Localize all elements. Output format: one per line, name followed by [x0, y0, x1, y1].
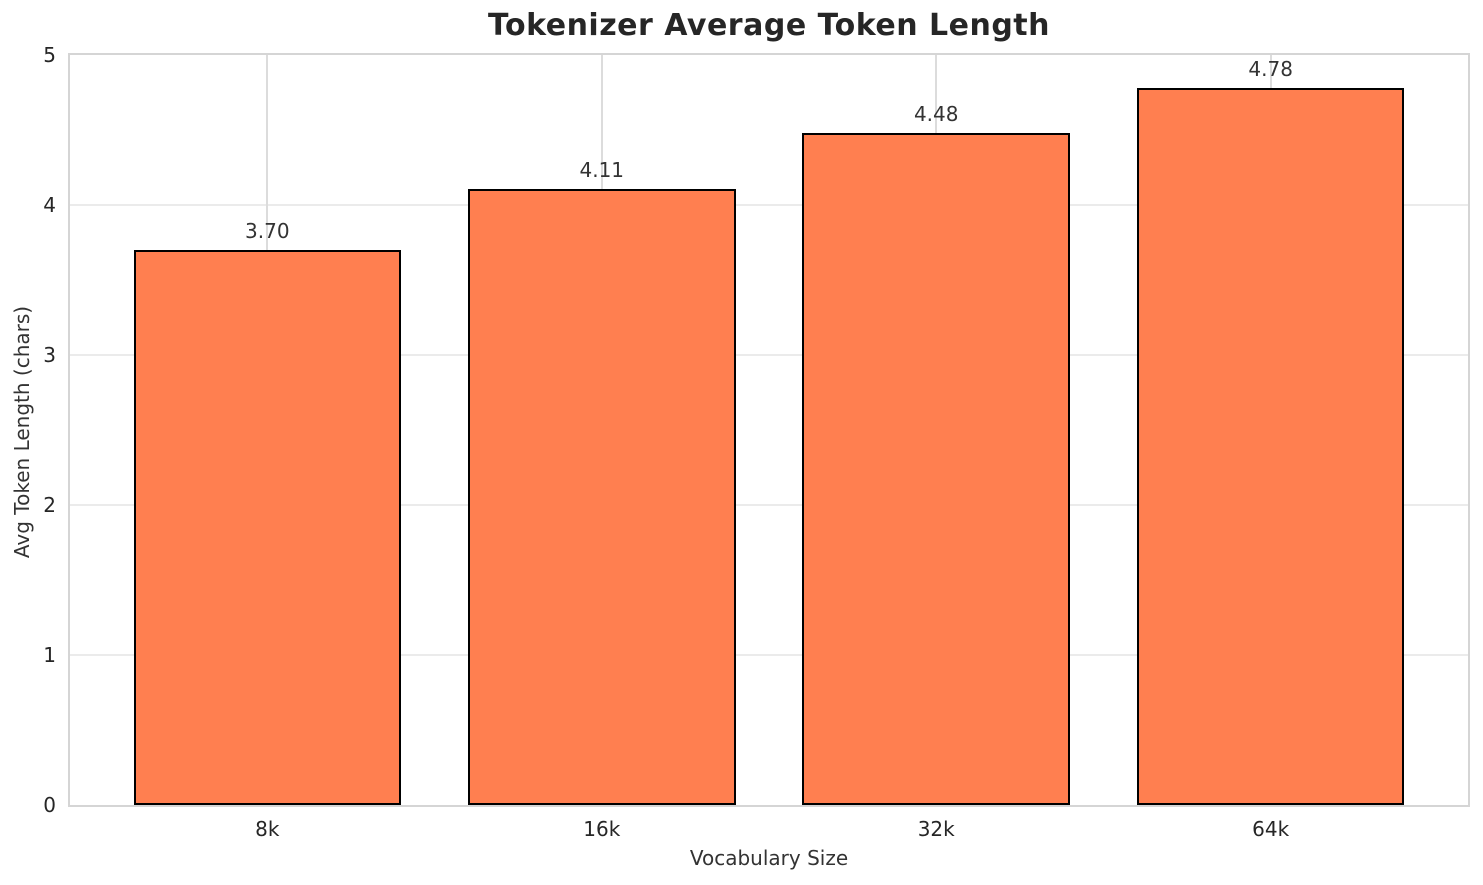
y-tick-label: 1 — [43, 643, 56, 667]
y-tick-label: 3 — [43, 343, 56, 367]
plot-area — [70, 55, 1468, 805]
y-tick-label: 5 — [43, 43, 56, 67]
gridline-horizontal — [70, 354, 1468, 356]
bar-8k — [133, 250, 402, 805]
bar-16k — [467, 188, 736, 805]
x-tick-label: 32k — [917, 817, 955, 841]
bar-value-label: 4.78 — [1248, 57, 1293, 81]
x-tick-label: 16k — [583, 817, 621, 841]
chart-title: Tokenizer Average Token Length — [487, 8, 1050, 43]
y-tick-label: 4 — [43, 193, 56, 217]
bar-value-label: 4.11 — [579, 157, 625, 182]
y-tick-label: 0 — [43, 793, 56, 817]
y-axis-label: Avg Token Length (chars) — [10, 305, 34, 559]
gridline-horizontal — [70, 504, 1468, 506]
bar-value-label: 4.48 — [913, 102, 959, 126]
bar-64k — [1136, 88, 1405, 805]
x-tick-label: 64k — [1252, 817, 1290, 841]
y-tick-label: 2 — [43, 493, 56, 517]
bar-value-label: 3.70 — [245, 219, 290, 243]
x-axis-label: Vocabulary Size — [689, 846, 849, 870]
bar-32k — [802, 133, 1070, 805]
gridline-horizontal — [70, 654, 1468, 656]
gridline-horizontal — [70, 204, 1468, 206]
x-tick-label: 8k — [255, 817, 280, 841]
